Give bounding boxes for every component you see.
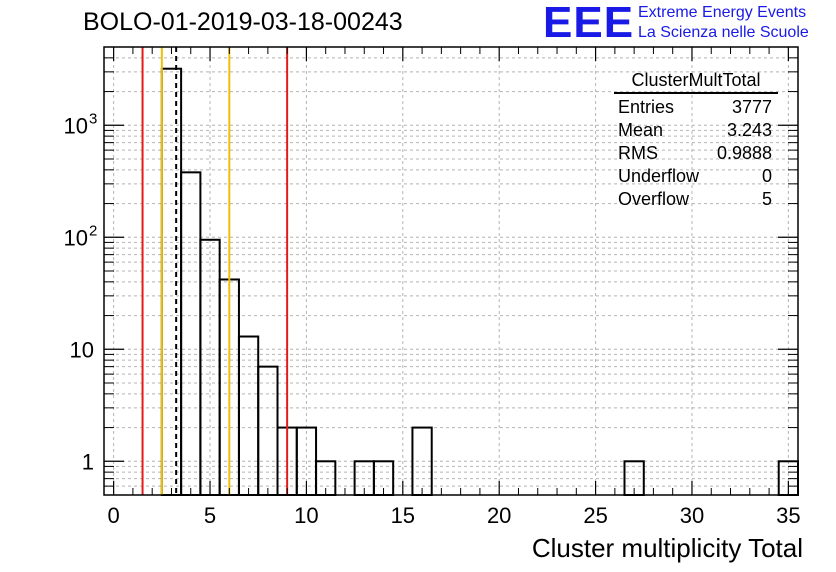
histogram-bin — [257, 365, 279, 496]
stats-title: ClusterMultTotal — [614, 70, 778, 94]
marker-lines — [141, 47, 289, 495]
stats-label: Overflow — [618, 189, 690, 209]
stats-value: 5 — [761, 189, 772, 209]
stats-row-entries: Entries 3777 — [614, 96, 778, 119]
x-tick-label: 10 — [294, 503, 318, 528]
stats-value: 0.9888 — [716, 143, 772, 163]
x-tick-label: 0 — [108, 503, 120, 528]
logo-line-2: La Scienza nelle Scuole — [638, 24, 809, 41]
y-tick-label: 10 — [64, 225, 88, 250]
x-tick-label: 15 — [391, 503, 415, 528]
y-tick-exponent: 2 — [89, 222, 97, 239]
x-tick-label: 5 — [204, 503, 216, 528]
stats-value: 3777 — [731, 97, 772, 117]
y-tick-exponent: 3 — [89, 110, 97, 127]
stats-row-rms: RMS 0.9888 — [614, 142, 778, 165]
run-title: BOLO-01-2019-03-18-00243 — [83, 8, 403, 36]
y-tick-label: 10 — [64, 113, 88, 138]
stats-box: ClusterMultTotal Entries 3777 Mean 3.243… — [614, 70, 778, 211]
stats-value: 0 — [761, 166, 772, 186]
stats-row-mean: Mean 3.243 — [614, 119, 778, 142]
x-tick-label: 30 — [680, 503, 704, 528]
y-tick-label: 10 — [70, 337, 94, 362]
x-tick-label: 25 — [583, 503, 607, 528]
stats-label: Mean — [618, 120, 664, 140]
stats-label: Underflow — [618, 166, 700, 186]
stats-label: RMS — [618, 143, 658, 163]
stats-row-overflow: Overflow 5 — [614, 188, 778, 211]
y-tick-label: 1 — [82, 449, 94, 474]
x-tick-label: 20 — [487, 503, 511, 528]
x-tick-label: 35 — [776, 503, 800, 528]
stats-row-underflow: Underflow 0 — [614, 165, 778, 188]
logo-line-1: Extreme Energy Events — [638, 4, 807, 21]
x-axis-label: Cluster multiplicity Total — [531, 533, 803, 563]
histogram-bin — [180, 171, 202, 496]
eee-logo-mark: EEE — [543, 0, 635, 47]
stats-value: 3.243 — [726, 120, 772, 140]
stats-label: Entries — [618, 97, 675, 117]
eee-logo: EEE Extreme Energy Events La Scienza nel… — [543, 0, 833, 47]
